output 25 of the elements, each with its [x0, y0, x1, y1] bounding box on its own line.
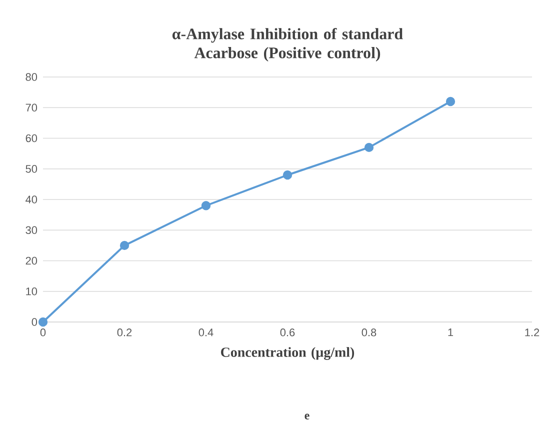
point	[282, 170, 292, 180]
y-tick-label: 30	[26, 226, 38, 234]
x-tick-label: 0.8	[362, 328, 376, 336]
y-tick-label: 10	[26, 288, 38, 296]
y-tick-label: 80	[26, 73, 38, 81]
x-tick-label: 1.2	[525, 328, 540, 336]
y-tick-label: 60	[26, 134, 38, 142]
x-axis-title: Concentration (µg/ml)	[221, 347, 354, 360]
point	[120, 240, 130, 250]
x-tick-label: 0	[40, 328, 46, 336]
point	[446, 96, 456, 106]
text: e	[304, 414, 310, 420]
y-tick-label: 20	[26, 256, 38, 265]
point	[201, 201, 211, 210]
x-tick-label: 0.4	[198, 328, 214, 336]
x-tick-label: 0.6	[280, 328, 295, 336]
y-tick-label: 70	[26, 104, 38, 112]
y-tick-label: 50	[26, 165, 38, 173]
point	[364, 142, 374, 152]
y-tick-label: 0	[32, 318, 38, 326]
point	[38, 317, 48, 327]
x-tick-label: 0.2	[117, 328, 132, 336]
y-tick-label: 40	[26, 196, 38, 204]
chart-title: α-Amylase Inhibition of standard Acarbose (Positive control)	[172, 28, 403, 62]
x-tick-label: 1	[448, 328, 454, 336]
